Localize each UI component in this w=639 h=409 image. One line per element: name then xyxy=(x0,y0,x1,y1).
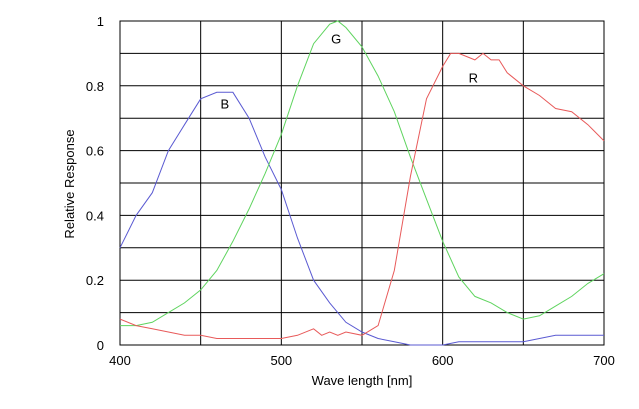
y-tick-label: 0.6 xyxy=(86,144,104,159)
x-tick-label: 600 xyxy=(432,353,454,368)
y-tick-label: 0.8 xyxy=(86,79,104,94)
y-tick-label: 0.2 xyxy=(86,273,104,288)
series-group xyxy=(119,20,605,346)
series-line-r xyxy=(119,52,605,339)
y-axis-label: Relative Response xyxy=(62,129,77,238)
x-axis-label: Wave length [nm] xyxy=(312,373,413,388)
plot-frame xyxy=(119,20,605,346)
y-tick-label: 1 xyxy=(97,14,104,29)
series-line-b xyxy=(119,91,604,346)
y-tick-label: 0 xyxy=(97,338,104,353)
grid-lines xyxy=(119,20,605,346)
x-tick-label: 400 xyxy=(109,353,131,368)
y-tick-label: 0.4 xyxy=(86,208,104,223)
x-tick-label: 500 xyxy=(270,353,292,368)
series-label-b: B xyxy=(221,96,230,111)
series-labels: B G R xyxy=(221,32,478,112)
tick-labels: 400 500 600 700 0 0.2 0.4 0.6 0.8 1 xyxy=(86,14,615,368)
series-label-r: R xyxy=(469,71,478,86)
x-tick-label: 700 xyxy=(593,353,615,368)
series-line-g xyxy=(120,20,605,327)
series-label-g: G xyxy=(331,32,341,47)
